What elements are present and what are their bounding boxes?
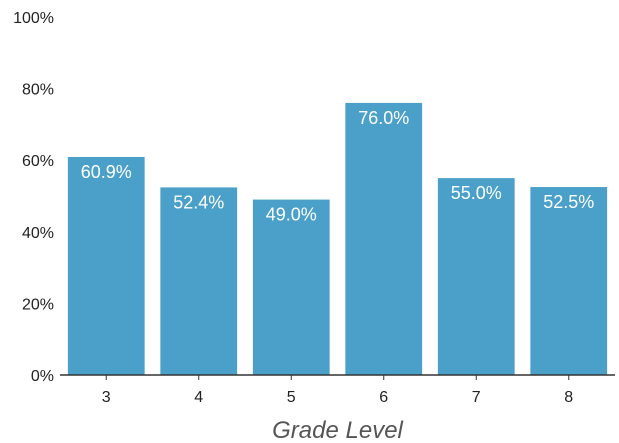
bar — [437, 178, 515, 375]
bar-value-labels: 60.9% 52.4% 49.0% 76.0% 55.0% 52.5% — [81, 108, 595, 225]
x-axis-title: Grade Level — [272, 417, 403, 443]
bar-value-label: 55.0% — [451, 183, 502, 203]
x-axis-ticks: 3 4 5 6 7 8 — [102, 375, 573, 406]
bar-value-label: 52.5% — [543, 192, 594, 212]
bar-value-label: 49.0% — [266, 205, 317, 225]
bars — [67, 102, 608, 376]
bar-value-label: 60.9% — [81, 162, 132, 182]
y-tick-label: 80% — [22, 82, 54, 99]
y-tick-label: 0% — [31, 368, 54, 385]
y-tick-label: 40% — [22, 225, 54, 242]
x-tick-label: 4 — [194, 389, 203, 406]
x-tick-label: 8 — [564, 389, 573, 406]
x-tick-label: 3 — [102, 389, 111, 406]
bar — [67, 156, 145, 375]
x-tick-label: 7 — [472, 389, 481, 406]
bar-value-label: 76.0% — [358, 108, 409, 128]
bar-value-label: 52.4% — [173, 192, 224, 212]
bar — [252, 199, 330, 375]
x-tick-label: 5 — [287, 389, 296, 406]
bar — [530, 187, 608, 375]
y-tick-label: 60% — [22, 153, 54, 170]
bar — [160, 187, 238, 375]
y-axis-ticks: 0% 20% 40% 60% 80% 100% — [13, 10, 54, 385]
y-tick-label: 20% — [22, 296, 54, 313]
x-tick-label: 6 — [379, 389, 388, 406]
bar — [345, 102, 423, 376]
y-tick-label: 100% — [13, 10, 54, 27]
